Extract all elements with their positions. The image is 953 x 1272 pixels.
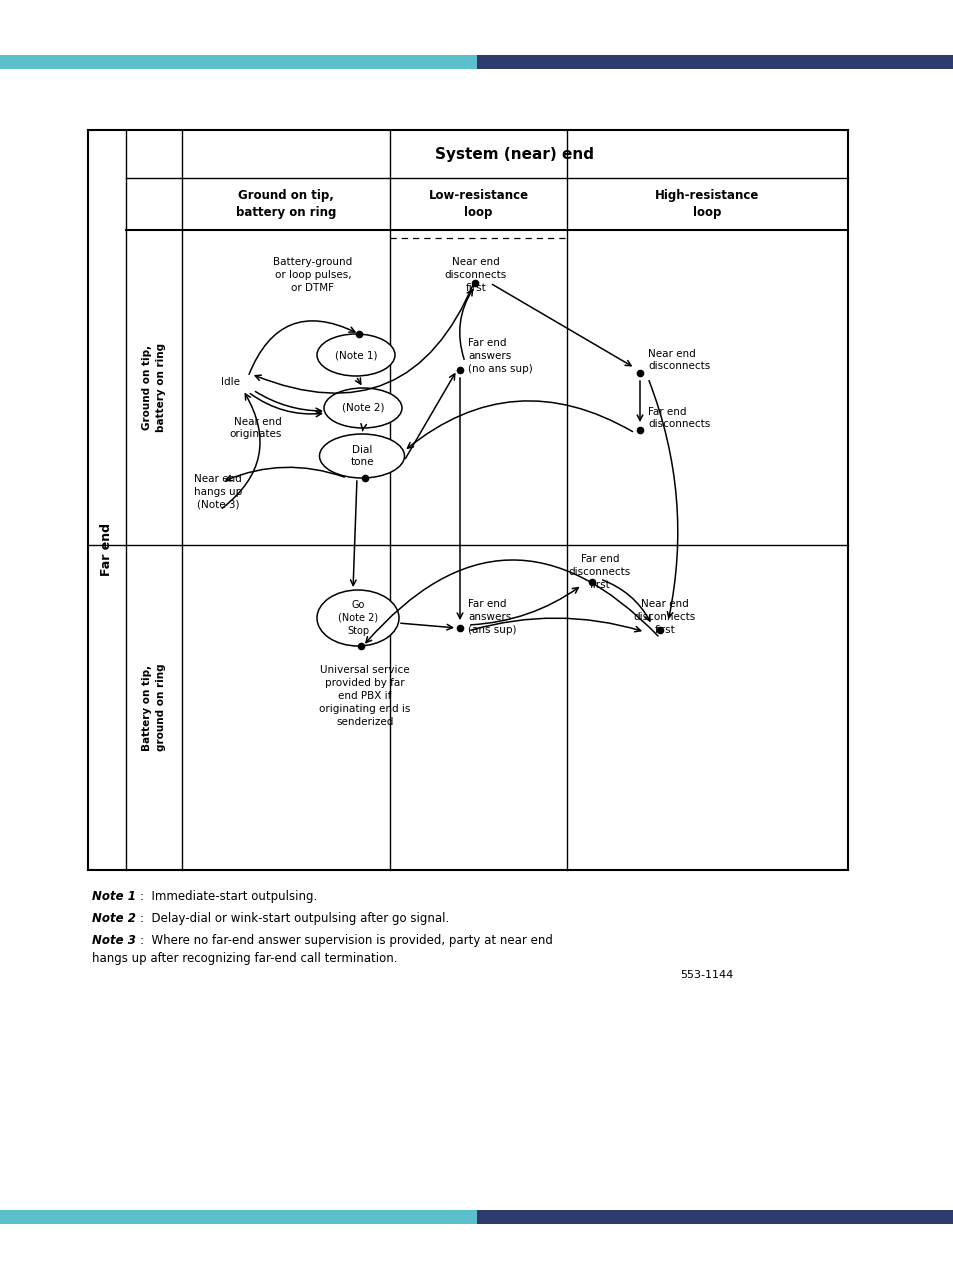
Text: :  Delay-dial or wink-start outpulsing after go signal.: : Delay-dial or wink-start outpulsing af…	[140, 912, 449, 925]
Text: (Note 2): (Note 2)	[341, 403, 384, 413]
Text: (Note 1): (Note 1)	[335, 350, 376, 360]
Text: High-resistance
loop: High-resistance loop	[655, 190, 759, 219]
Text: hangs up after recognizing far-end call termination.: hangs up after recognizing far-end call …	[91, 951, 397, 965]
Text: Near end
disconnects
first: Near end disconnects first	[633, 599, 696, 635]
Text: Go
(Note 2)
Stop: Go (Note 2) Stop	[337, 600, 377, 636]
Text: Near end
originates: Near end originates	[230, 417, 282, 439]
Bar	[476, 1210, 953, 1224]
Text: :  Immediate-start outpulsing.: : Immediate-start outpulsing.	[140, 890, 317, 903]
Text: Near end
hangs up
(Note 3): Near end hangs up (Note 3)	[193, 474, 242, 510]
Text: Ground on tip,
battery on ring: Ground on tip, battery on ring	[235, 190, 335, 219]
Bar	[0, 55, 476, 69]
Text: 553-1144: 553-1144	[679, 971, 733, 979]
Text: Far end
answers
(ans sup): Far end answers (ans sup)	[468, 599, 516, 635]
Text: Dial
tone: Dial tone	[350, 445, 374, 467]
Text: Ground on tip,
battery on ring: Ground on tip, battery on ring	[142, 343, 166, 432]
Text: Low-resistance
loop: Low-resistance loop	[428, 190, 528, 219]
Text: :  Where no far-end answer supervision is provided, party at near end: : Where no far-end answer supervision is…	[140, 934, 553, 946]
Bar	[476, 55, 953, 69]
Text: Far end
answers
(no ans sup): Far end answers (no ans sup)	[468, 338, 532, 374]
Bar	[0, 1210, 476, 1224]
Text: Universal service
provided by far
end PBX if
originating end is
senderized: Universal service provided by far end PB…	[319, 665, 410, 726]
Bar	[88, 130, 847, 870]
Text: Note 3: Note 3	[91, 934, 135, 946]
Text: Near end
disconnects
first: Near end disconnects first	[444, 257, 507, 293]
Ellipse shape	[316, 590, 398, 646]
Text: Note 1: Note 1	[91, 890, 135, 903]
Text: Battery on tip,
ground on ring: Battery on tip, ground on ring	[142, 664, 166, 752]
Text: Far end: Far end	[100, 524, 113, 576]
Ellipse shape	[319, 434, 404, 478]
Text: System (near) end: System (near) end	[435, 146, 594, 162]
Ellipse shape	[316, 335, 395, 377]
Text: Near end
disconnects: Near end disconnects	[647, 349, 709, 371]
Ellipse shape	[324, 388, 401, 427]
Text: Note 2: Note 2	[91, 912, 135, 925]
Text: Battery-ground
or loop pulses,
or DTMF: Battery-ground or loop pulses, or DTMF	[274, 257, 353, 293]
Text: Far end
disconnects
first: Far end disconnects first	[568, 555, 631, 590]
Text: Far end
disconnects: Far end disconnects	[647, 407, 709, 430]
Text: Idle: Idle	[221, 377, 240, 387]
